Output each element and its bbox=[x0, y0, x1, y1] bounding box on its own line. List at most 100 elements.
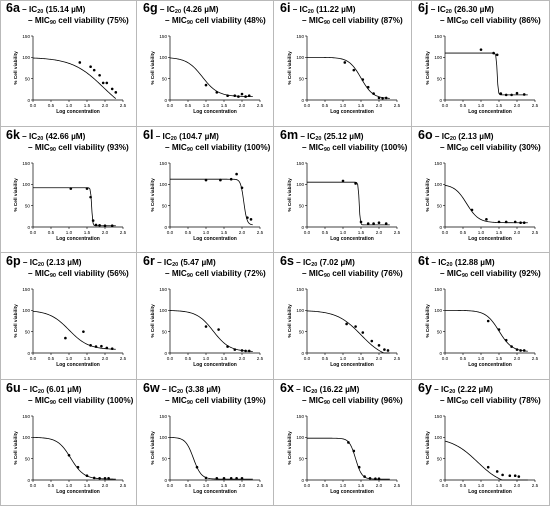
dose-response-plot: 0 50 100 150 0.0 0.5 1.0 1.5 2.0 2.5 Log concentra… bbox=[13, 414, 127, 495]
data-point bbox=[89, 195, 92, 199]
y-tick-label: 100 bbox=[296, 308, 304, 313]
mic-suffix: cell viability bbox=[55, 268, 107, 278]
ic20-value: (42.66 µM) bbox=[43, 132, 86, 141]
ic-prefix: – IC bbox=[432, 132, 450, 141]
x-tick-label: 0.5 bbox=[185, 103, 192, 108]
data-point bbox=[105, 81, 109, 85]
x-tick-label: 0.0 bbox=[442, 483, 449, 488]
x-axis-label: Log concentration bbox=[56, 362, 100, 368]
compound-label: 6r bbox=[143, 254, 155, 268]
x-tick-label: 2.5 bbox=[120, 103, 127, 108]
data-point bbox=[374, 477, 377, 481]
mic-suffix: cell viability bbox=[55, 395, 107, 405]
x-axis-label: Log concentration bbox=[330, 109, 374, 115]
fit-curve bbox=[445, 52, 528, 96]
data-point bbox=[100, 344, 103, 348]
ic-prefix: – IC bbox=[290, 5, 308, 14]
y-axis-label: % Cell viability bbox=[287, 178, 293, 212]
data-point bbox=[363, 475, 366, 478]
data-point bbox=[372, 92, 375, 95]
x-tick-label: 2.0 bbox=[376, 483, 383, 488]
ic20-value: (2.13 µM) bbox=[456, 132, 494, 141]
data-point bbox=[226, 345, 229, 348]
mic-suffix: cell viability bbox=[467, 395, 519, 405]
ic-prefix: – IC bbox=[159, 385, 177, 394]
panel-header: 6g – IC20 (4.26 µM) – MIC90 cell viabilit… bbox=[143, 2, 266, 26]
y-axis-label: % Cell viability bbox=[13, 51, 19, 85]
data-point bbox=[222, 476, 226, 480]
y-tick-label: 150 bbox=[22, 287, 30, 292]
x-tick-label: 1.5 bbox=[84, 230, 91, 235]
ic-prefix: – IC bbox=[19, 5, 38, 14]
data-point bbox=[513, 474, 517, 478]
x-axis-label: Log concentration bbox=[56, 109, 100, 115]
x-tick-label: 0.5 bbox=[460, 483, 467, 488]
data-point bbox=[352, 449, 356, 453]
panel-border bbox=[0, 0, 550, 1]
ic-subscript: 20 bbox=[37, 262, 45, 268]
data-point bbox=[519, 349, 522, 352]
ic20-value: (3.38 µM) bbox=[183, 385, 221, 394]
ic-subscript: 20 bbox=[446, 262, 453, 268]
x-tick-label: 1.5 bbox=[84, 103, 91, 108]
ic-prefix: – IC bbox=[428, 5, 446, 14]
panel-header: 6l – IC20 (104.7 µM) – MIC90 cell viabili… bbox=[143, 129, 270, 153]
x-tick-label: 1.5 bbox=[358, 103, 365, 108]
mic-prefix: – MIC bbox=[28, 395, 50, 405]
fit-curve bbox=[307, 56, 390, 99]
ic-prefix: – IC bbox=[154, 258, 173, 267]
y-tick-label: 0 bbox=[164, 351, 167, 356]
data-point bbox=[352, 68, 356, 72]
x-axis-label: Log concentration bbox=[193, 362, 237, 368]
data-point bbox=[347, 441, 350, 444]
x-tick-label: 1.5 bbox=[84, 483, 91, 488]
x-tick-label: 1.5 bbox=[221, 356, 228, 361]
y-axis-label: % Cell viability bbox=[425, 51, 431, 85]
mic-subscript: 90 bbox=[461, 146, 468, 153]
ic-subscript: 20 bbox=[170, 136, 177, 142]
y-tick-label: 150 bbox=[159, 161, 167, 166]
panel-header: 6m – IC20 (25.12 µM) – MIC90 cell viabili… bbox=[280, 129, 407, 153]
data-point bbox=[240, 349, 244, 352]
data-point bbox=[492, 51, 495, 55]
x-tick-label: 2.0 bbox=[514, 356, 521, 361]
y-tick-label: 150 bbox=[434, 287, 442, 292]
x-axis-label: Log concentration bbox=[468, 236, 512, 242]
data-point bbox=[522, 221, 526, 225]
y-tick-label: 150 bbox=[434, 161, 442, 166]
x-tick-label: 1.0 bbox=[203, 483, 210, 488]
x-tick-label: 1.0 bbox=[66, 356, 73, 361]
ic-subscript: 20 bbox=[307, 9, 314, 15]
data-point bbox=[204, 325, 208, 328]
mic-prefix: – MIC bbox=[28, 142, 50, 152]
x-axis-label: Log concentration bbox=[468, 109, 512, 115]
data-point bbox=[515, 348, 519, 351]
x-axis-label: Log concentration bbox=[56, 489, 100, 495]
data-point bbox=[508, 474, 512, 478]
mic-suffix: cell viability bbox=[192, 15, 244, 25]
mic-prefix: – MIC bbox=[440, 15, 462, 25]
x-tick-label: 2.0 bbox=[239, 483, 246, 488]
data-point bbox=[495, 53, 499, 57]
data-point bbox=[499, 92, 503, 95]
dose-response-plot: 0 50 100 150 0.0 0.5 1.0 1.5 2.0 2.5 Log concentra… bbox=[287, 287, 401, 368]
panel-header: 6p – IC20 (2.13 µM) – MIC90 cell viabilit… bbox=[6, 255, 129, 279]
y-tick-label: 150 bbox=[434, 34, 442, 39]
x-tick-label: 2.0 bbox=[376, 103, 383, 108]
dose-response-plot: 0 50 100 150 0.0 0.5 1.0 1.5 2.0 2.5 Log concentra… bbox=[150, 161, 264, 242]
y-tick-label: 100 bbox=[22, 435, 30, 440]
x-tick-label: 1.0 bbox=[203, 356, 210, 361]
y-axis-label: % Cell viability bbox=[150, 431, 156, 465]
mic-suffix: cell viability bbox=[467, 142, 519, 152]
compound-label: 6j bbox=[418, 1, 429, 15]
y-tick-label: 0 bbox=[27, 98, 30, 103]
panel-border bbox=[273, 0, 274, 506]
y-tick-label: 100 bbox=[159, 182, 167, 187]
x-tick-label: 2.0 bbox=[102, 103, 109, 108]
data-point bbox=[94, 345, 98, 348]
mic-prefix: – MIC bbox=[440, 268, 462, 278]
panel-border bbox=[0, 126, 550, 127]
mic-subscript: 90 bbox=[186, 19, 193, 26]
y-tick-label: 50 bbox=[299, 76, 305, 81]
mic-suffix: cell viability bbox=[192, 268, 244, 278]
